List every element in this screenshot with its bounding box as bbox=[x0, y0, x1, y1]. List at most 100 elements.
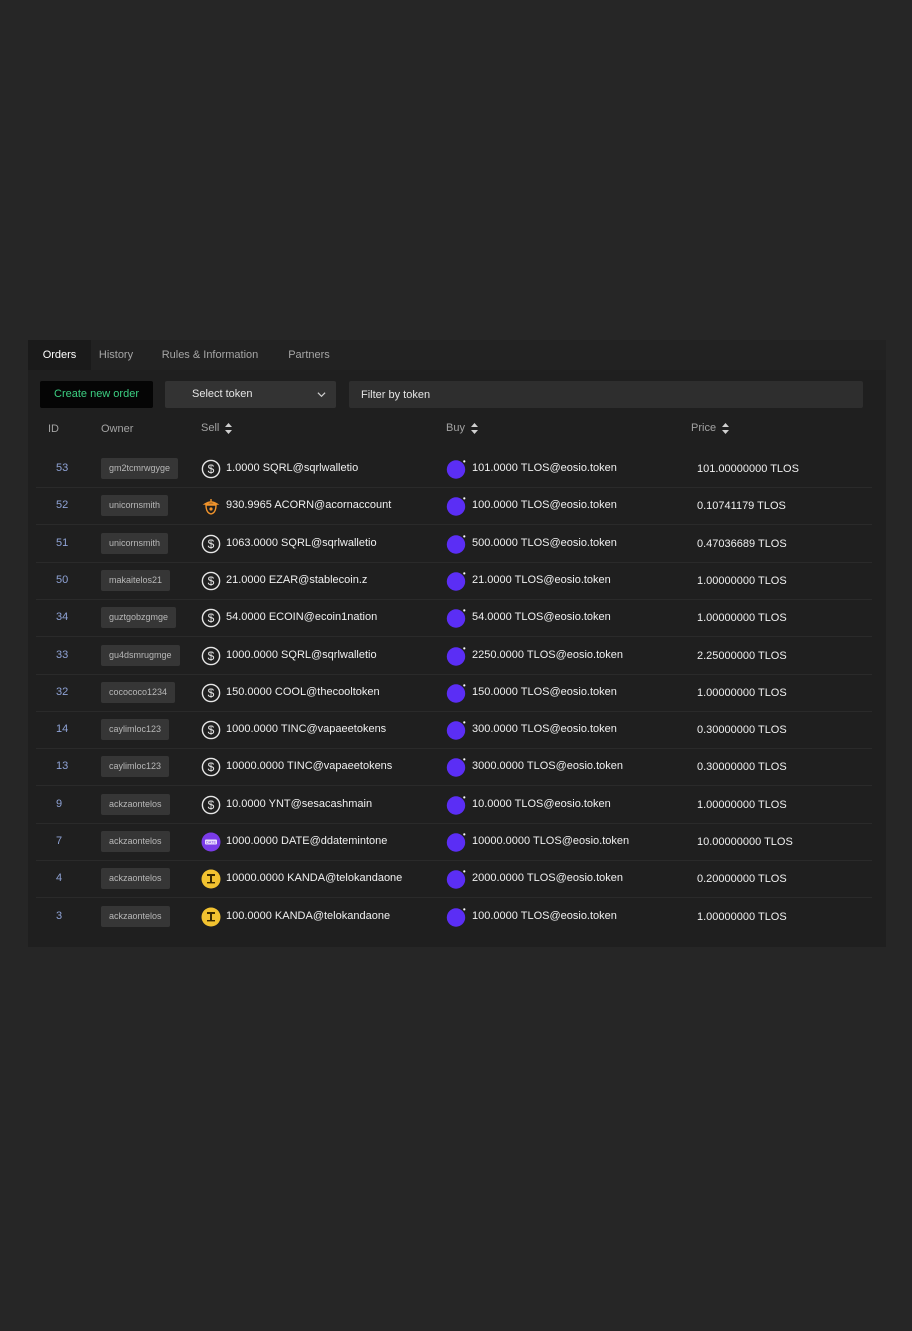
owner-badge[interactable]: ackzaontelos bbox=[101, 831, 170, 852]
sort-icon bbox=[722, 422, 730, 434]
sell-amount: 54.0000 ECOIN@ecoin1nation bbox=[226, 611, 378, 624]
tlos-coin-icon bbox=[446, 571, 466, 591]
dollar-coin-icon: $ bbox=[201, 459, 221, 479]
table-row[interactable]: 3 ackzaontelos 100.0000 KANDA@telokandaone… bbox=[36, 898, 872, 935]
owner-badge[interactable]: ackzaontelos bbox=[101, 868, 170, 890]
owner-badge[interactable]: guztgobzgmge bbox=[101, 607, 177, 629]
svg-text:$: $ bbox=[208, 761, 215, 775]
tab-history[interactable]: History bbox=[98, 349, 134, 361]
column-header-sell-label: Sell bbox=[201, 422, 220, 434]
column-header-id: ID bbox=[48, 423, 59, 435]
order-id-link[interactable]: 32 bbox=[56, 685, 69, 698]
table-row[interactable]: 32 cocococo1234 $150.0000 COOL@thecooltoke… bbox=[36, 674, 872, 712]
owner-badge[interactable]: cocococo1234 bbox=[101, 681, 176, 703]
order-id-link[interactable]: 33 bbox=[56, 648, 69, 661]
svg-text:$: $ bbox=[208, 574, 215, 588]
buy-amount: 3000.0000 TLOS@eosio.token bbox=[472, 760, 624, 773]
sell-amount: 21.0000 EZAR@stablecoin.z bbox=[226, 573, 368, 586]
price-value: 1.00000000 TLOS bbox=[697, 798, 787, 811]
column-header-owner: Owner bbox=[101, 423, 133, 435]
sell-amount: 100.0000 KANDA@telokandaone bbox=[226, 909, 391, 922]
price-value: 2.25000000 TLOS bbox=[697, 649, 787, 662]
table-row[interactable]: 34 guztgobzgmge $54.0000 ECOIN@ecoin1natio… bbox=[36, 599, 872, 638]
dollar-coin-icon: $ bbox=[201, 720, 221, 740]
svg-text:$: $ bbox=[208, 462, 215, 476]
table-row[interactable]: 9 ackzaontelos $10.0000 YNT@sesacashmain 10… bbox=[36, 786, 872, 824]
tab-orders[interactable]: Orders bbox=[28, 340, 91, 370]
table-row[interactable]: 13 caylimloc123 $10000.0000 TINC@vapaeetok… bbox=[36, 748, 872, 787]
price-value: 0.47036689 TLOS bbox=[697, 537, 787, 550]
owner-badge[interactable]: makaitelos21 bbox=[101, 569, 171, 591]
buy-amount: 300.0000 TLOS@eosio.token bbox=[472, 723, 617, 736]
order-id-link[interactable]: 53 bbox=[56, 462, 69, 474]
table-row[interactable]: 14 caylimloc123 $1000.0000 TINC@vapaeetoke… bbox=[36, 711, 872, 750]
table-row[interactable]: 4 ackzaontelos 10000.0000 KANDA@telokandao… bbox=[36, 860, 872, 899]
table-row[interactable]: 33 gu4dsmrugmge $1000.0000 SQRL@sqrlwallet… bbox=[36, 637, 872, 675]
sort-icon bbox=[225, 422, 233, 434]
column-header-owner-label: Owner bbox=[101, 423, 134, 435]
tlos-coin-icon bbox=[446, 869, 466, 889]
sort-icon bbox=[470, 422, 478, 434]
price-value: 0.30000000 TLOS bbox=[697, 761, 787, 774]
owner-badge[interactable]: gm2tcmrwgyge bbox=[101, 458, 179, 479]
buy-amount: 54.0000 TLOS@eosio.token bbox=[472, 611, 611, 624]
order-id-link[interactable]: 14 bbox=[56, 723, 69, 736]
dollar-coin-icon: $ bbox=[201, 534, 221, 554]
order-id-link[interactable]: 50 bbox=[56, 573, 69, 586]
order-id-link[interactable]: 52 bbox=[56, 499, 69, 512]
tlos-coin-icon bbox=[446, 683, 466, 703]
chevron-down-icon bbox=[317, 392, 326, 398]
owner-badge[interactable]: ackzaontelos bbox=[101, 793, 170, 815]
select-token-dropdown[interactable]: Select token bbox=[165, 381, 336, 408]
column-header-buy[interactable]: Buy bbox=[446, 422, 478, 434]
table-row[interactable]: 53 gm2tcmrwgyge $1.0000 SQRL@sqrlwalletio 1… bbox=[36, 450, 872, 488]
tab-partners[interactable]: Partners bbox=[288, 349, 330, 361]
column-header-buy-label: Buy bbox=[446, 422, 465, 434]
svg-text:DATE: DATE bbox=[206, 840, 217, 845]
table-row[interactable]: 52 unicornsmith 930.9965 ACORN@acornaccoun… bbox=[36, 487, 872, 526]
acorn-icon bbox=[201, 496, 221, 516]
owner-badge[interactable]: ackzaontelos bbox=[101, 905, 170, 927]
sell-amount: 1000.0000 DATE@ddatemintone bbox=[226, 835, 388, 847]
dollar-coin-icon: $ bbox=[201, 646, 221, 666]
owner-badge[interactable]: unicornsmith bbox=[101, 532, 169, 554]
tlos-coin-icon bbox=[446, 757, 466, 778]
order-id-link[interactable]: 9 bbox=[56, 797, 63, 810]
sell-amount: 1063.0000 SQRL@sqrlwalletio bbox=[226, 536, 377, 549]
order-id-link[interactable]: 34 bbox=[56, 611, 69, 624]
owner-badge[interactable]: caylimloc123 bbox=[101, 756, 170, 778]
tlos-coin-icon bbox=[446, 720, 466, 740]
kanda-coin-icon bbox=[201, 907, 221, 927]
order-id-link[interactable]: 13 bbox=[56, 760, 69, 773]
buy-amount: 100.0000 TLOS@eosio.token bbox=[472, 499, 617, 512]
table-row[interactable]: 7 ackzaontelos DATE 1000.0000 DATE@ddatemin… bbox=[36, 823, 872, 861]
table-row[interactable]: 50 makaitelos21 $21.0000 EZAR@stablecoin.z… bbox=[36, 562, 872, 600]
buy-amount: 100.0000 TLOS@eosio.token bbox=[472, 909, 617, 922]
order-id-link[interactable]: 4 bbox=[56, 872, 63, 885]
price-value: 101.00000000 TLOS bbox=[697, 463, 799, 475]
buy-amount: 10.0000 TLOS@eosio.token bbox=[472, 797, 611, 810]
column-header-price[interactable]: Price bbox=[691, 422, 730, 434]
table-row[interactable]: 51 unicornsmith $1063.0000 SQRL@sqrlwallet… bbox=[36, 525, 872, 563]
sell-amount: 1.0000 SQRL@sqrlwalletio bbox=[226, 462, 359, 474]
order-id-link[interactable]: 7 bbox=[56, 835, 63, 847]
svg-text:$: $ bbox=[208, 649, 215, 663]
buy-amount: 101.0000 TLOS@eosio.token bbox=[472, 462, 617, 474]
svg-text:$: $ bbox=[208, 537, 215, 551]
tab-rules-information[interactable]: Rules & Information bbox=[161, 349, 259, 361]
tlos-coin-icon bbox=[446, 496, 466, 516]
sell-amount: 1000.0000 TINC@vapaeetokens bbox=[226, 723, 387, 736]
svg-text:$: $ bbox=[208, 723, 215, 737]
price-value: 1.00000000 TLOS bbox=[697, 686, 787, 699]
create-new-order-button[interactable]: Create new order bbox=[40, 381, 153, 408]
buy-amount: 150.0000 TLOS@eosio.token bbox=[472, 685, 617, 698]
order-id-link[interactable]: 51 bbox=[56, 536, 69, 549]
owner-badge[interactable]: caylimloc123 bbox=[101, 719, 170, 741]
column-header-price-label: Price bbox=[691, 422, 717, 434]
kanda-coin-icon bbox=[201, 869, 221, 889]
owner-badge[interactable]: unicornsmith bbox=[101, 495, 169, 517]
column-header-sell[interactable]: Sell bbox=[201, 422, 233, 434]
owner-badge[interactable]: gu4dsmrugmge bbox=[101, 644, 180, 666]
order-id-link[interactable]: 3 bbox=[56, 909, 63, 922]
filter-by-token-input[interactable] bbox=[349, 381, 863, 408]
